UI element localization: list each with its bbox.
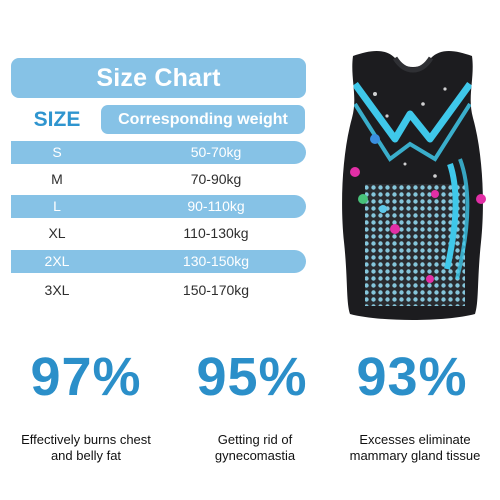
weight-cell: 110-130kg	[183, 225, 249, 241]
weight-cell: 50-70kg	[190, 144, 242, 160]
stat-caption-line: Getting rid of	[217, 432, 293, 447]
stat-value: 95%	[196, 347, 308, 407]
size-row: M 70-90kg	[11, 168, 306, 191]
stat-caption-line: and belly fat	[50, 448, 122, 463]
size-cell: M	[51, 171, 63, 187]
stat-caption: Effectively burns chest and belly fat	[0, 432, 172, 464]
size-row: S 50-70kg	[11, 141, 306, 164]
stat-caption-line: Effectively burns chest	[21, 432, 151, 447]
weight-cell: 90-110kg	[187, 198, 245, 214]
size-cell: 2XL	[44, 253, 70, 269]
size-column-header: SIZE	[33, 108, 81, 131]
weight-cell: 130-150kg	[182, 253, 250, 269]
size-cell: L	[53, 198, 61, 214]
stat-caption-line: gynecomastia	[214, 448, 296, 463]
weight-column-header: Corresponding weight	[101, 105, 305, 134]
stat-caption-line: Excesses eliminate	[359, 432, 471, 447]
compression-vest-icon	[335, 44, 490, 324]
stat-value: 97%	[30, 347, 142, 407]
stat-value: 93%	[356, 347, 468, 407]
size-row: 2XL 130-150kg	[11, 250, 306, 273]
stat-caption: Getting rid of gynecomastia	[180, 432, 330, 464]
size-chart-title: Size Chart	[11, 58, 306, 98]
weight-cell: 150-170kg	[182, 282, 250, 298]
size-row: XL 110-130kg	[11, 222, 306, 245]
size-row: L 90-110kg	[11, 195, 306, 218]
size-cell: 3XL	[44, 282, 70, 298]
size-row: 3XL 150-170kg	[11, 279, 306, 302]
stat-caption: Excesses eliminate mammary gland tissue	[334, 432, 496, 464]
size-cell: S	[52, 144, 62, 160]
size-cell: XL	[48, 225, 66, 241]
weight-cell: 70-90kg	[190, 171, 242, 187]
stat-caption-line: mammary gland tissue	[349, 448, 481, 463]
